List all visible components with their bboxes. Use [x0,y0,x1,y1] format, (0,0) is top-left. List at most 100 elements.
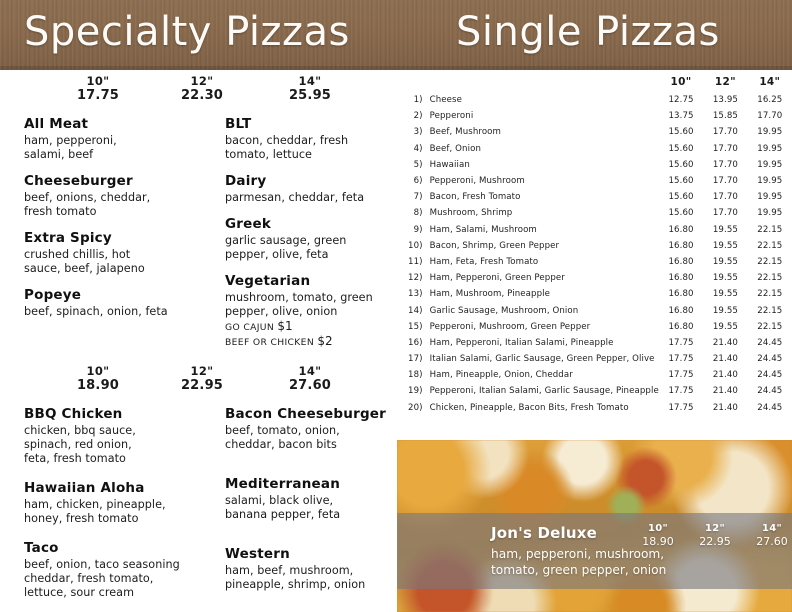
addon-label: Go Cajun [225,322,275,333]
menu-item-name: Vegetarian [225,273,311,289]
row-price-14in: 19.95 [757,192,783,203]
menu-item[interactable]: Cheeseburger beef, onions, cheddar, fres… [24,173,213,219]
table-row[interactable]: 12) Ham, Pepperoni, Green Pepper 16.80 1… [397,270,792,286]
table-row[interactable]: 1) Cheese 12.75 13.95 16.25 [397,92,792,108]
menu-item-name: Dairy [225,173,267,189]
menu-item[interactable]: Mediterranean salami, black olive, banan… [225,476,397,522]
row-price-10in: 15.60 [668,127,694,138]
table-row[interactable]: 6) Pepperoni, Mushroom 15.60 17.70 19.95 [397,173,792,189]
row-price-12in: 17.70 [712,159,738,170]
menu-item[interactable]: Vegetarian mushroom, tomato, green peppe… [225,273,397,349]
row-price-14in: 22.15 [757,256,783,267]
addon-go-cajun[interactable]: Go Cajun $1 [225,320,397,334]
table-row[interactable]: 16) Ham, Pepperoni, Italian Salami, Pine… [397,335,792,351]
specialty-group1-left-column: All Meat ham, pepperoni, salami, beef Ch… [0,116,213,353]
row-price-14in: 24.45 [757,337,783,348]
row-name: Mushroom, Shrimp [429,208,513,219]
row-price-14in: 19.95 [757,143,783,154]
menu-item[interactable]: Popeye beef, spinach, onion, feta [24,287,213,319]
row-number: 4) [413,143,423,154]
table-row[interactable]: 7) Bacon, Fresh Tomato 15.60 17.70 19.95 [397,189,792,205]
size-label: 12" [190,364,214,378]
table-row[interactable]: 11) Ham, Feta, Fresh Tomato 16.80 19.55 … [397,254,792,270]
menu-item-name: Hawaiian Aloha [24,480,145,496]
size-label: 14" [298,74,322,88]
table-row[interactable]: 4) Beef, Onion 15.60 17.70 19.95 [397,141,792,157]
table-row[interactable]: 14) Garlic Sausage, Mushroom, Onion 16.8… [397,302,792,318]
row-number: 6) [413,176,423,187]
menu-item-description: mushroom, tomato, green pepper, olive, o… [225,291,373,318]
table-row[interactable]: 3) Beef, Mushroom 15.60 17.70 19.95 [397,124,792,140]
row-price-10in: 16.80 [668,321,694,332]
row-price-12in: 19.55 [712,305,738,316]
featured-pizza-overlay[interactable]: Jon's Deluxe ham, pepperoni, mushroom, t… [397,513,792,589]
menu-item-name: BBQ Chicken [24,406,123,422]
menu-item[interactable]: BLT bacon, cheddar, fresh tomato, lettuc… [225,116,397,162]
menu-item[interactable]: Taco beef, onion, taco seasoning cheddar… [24,540,213,600]
specialty-group1-columns: All Meat ham, pepperoni, salami, beef Ch… [0,116,397,353]
row-price-12in: 21.40 [712,337,738,348]
row-name: Italian Salami, Garlic Sausage, Green Pe… [429,354,655,365]
single-pizzas-title: Single Pizzas [456,9,720,55]
size-column-12in: 12" 22.30 [167,74,237,103]
addon-label: Beef or Chicken [225,337,315,348]
row-price-12in: 19.55 [712,289,738,300]
size-label: 14" [298,364,322,378]
menu-item[interactable]: Western ham, beef, mushroom, pineapple, … [225,546,397,592]
row-number: 3) [413,127,423,138]
row-number: 11) [408,256,423,267]
table-row[interactable]: 18) Ham, Pineapple, Onion, Cheddar 17.75… [397,367,792,383]
row-number: 12) [408,273,423,284]
table-row[interactable]: 15) Pepperoni, Mushroom, Green Pepper 16… [397,319,792,335]
menu-item[interactable]: Dairy parmesan, cheddar, feta [225,173,397,205]
row-price-10in: 17.75 [668,386,694,397]
size-label: 14" [761,523,783,534]
table-row[interactable]: 19) Pepperoni, Italian Salami, Garlic Sa… [397,383,792,399]
row-price-14in: 22.15 [757,224,783,235]
table-row[interactable]: 8) Mushroom, Shrimp 15.60 17.70 19.95 [397,205,792,221]
menu-item[interactable]: Greek garlic sausage, green pepper, oliv… [225,216,397,262]
row-price-14in: 19.95 [757,208,783,219]
size-price: 22.95 [699,535,731,548]
addon-beef-or-chicken[interactable]: Beef or Chicken $2 [225,335,397,349]
featured-size-12in: 12" 22.95 [689,522,741,549]
row-price-10in: 15.60 [668,143,694,154]
single-pizzas-table: 10" 12" 14" 1) Cheese 12.75 13.95 16.25 … [397,70,792,416]
row-name: Beef, Mushroom [429,127,502,138]
table-row[interactable]: 5) Hawaiian 15.60 17.70 19.95 [397,157,792,173]
featured-pizza-title: Jon's Deluxe [491,524,598,542]
single-pizzas-panel: 10" 12" 14" 1) Cheese 12.75 13.95 16.25 … [397,70,792,440]
table-row[interactable]: 9) Ham, Salami, Mushroom 16.80 19.55 22.… [397,222,792,238]
table-row[interactable]: 17) Italian Salami, Garlic Sausage, Gree… [397,351,792,367]
menu-item-description: beef, spinach, onion, feta [24,305,168,318]
menu-item-name: Taco [24,540,59,556]
row-number: 18) [408,370,423,381]
row-name: Ham, Pepperoni, Green Pepper [429,273,565,284]
header-band: Specialty Pizzas Single Pizzas [0,0,792,70]
menu-item[interactable]: BBQ Chicken chicken, bbq sauce, spinach,… [24,406,213,466]
table-row[interactable]: 10) Bacon, Shrimp, Green Pepper 16.80 19… [397,238,792,254]
menu-item[interactable]: Hawaiian Aloha ham, chicken, pineapple, … [24,480,213,526]
row-name: Ham, Feta, Fresh Tomato [429,256,539,267]
size-price: 25.95 [288,88,332,103]
row-name: Pepperoni [429,111,474,122]
table-row[interactable]: 20) Chicken, Pineapple, Bacon Bits, Fres… [397,400,792,416]
menu-item[interactable]: All Meat ham, pepperoni, salami, beef [24,116,213,162]
table-row[interactable]: 2) Pepperoni 13.75 15.85 17.70 [397,108,792,124]
size-column-14in: 14" 25.95 [275,74,345,103]
row-price-12in: 21.40 [712,386,738,397]
row-number: 9) [413,224,423,235]
single-pizzas-table-body: 1) Cheese 12.75 13.95 16.25 2) Pepperoni… [397,92,792,416]
size-label: 12" [704,523,726,534]
row-price-12in: 19.55 [712,240,738,251]
row-price-10in: 16.80 [668,273,694,284]
row-price-12in: 15.85 [712,111,738,122]
row-price-14in: 24.45 [757,386,783,397]
menu-item[interactable]: Extra Spicy crushed chillis, hot sauce, … [24,230,213,276]
featured-pizza-description: ham, pepperoni, mushroom, tomato, green … [491,547,667,577]
addon-amount: $1 [277,319,293,333]
menu-item-name: Popeye [24,287,82,303]
row-price-12in: 21.40 [712,370,738,381]
table-row[interactable]: 13) Ham, Mushroom, Pineapple 16.80 19.55… [397,286,792,302]
menu-item[interactable]: Bacon Cheeseburger beef, tomato, onion, … [225,406,397,452]
